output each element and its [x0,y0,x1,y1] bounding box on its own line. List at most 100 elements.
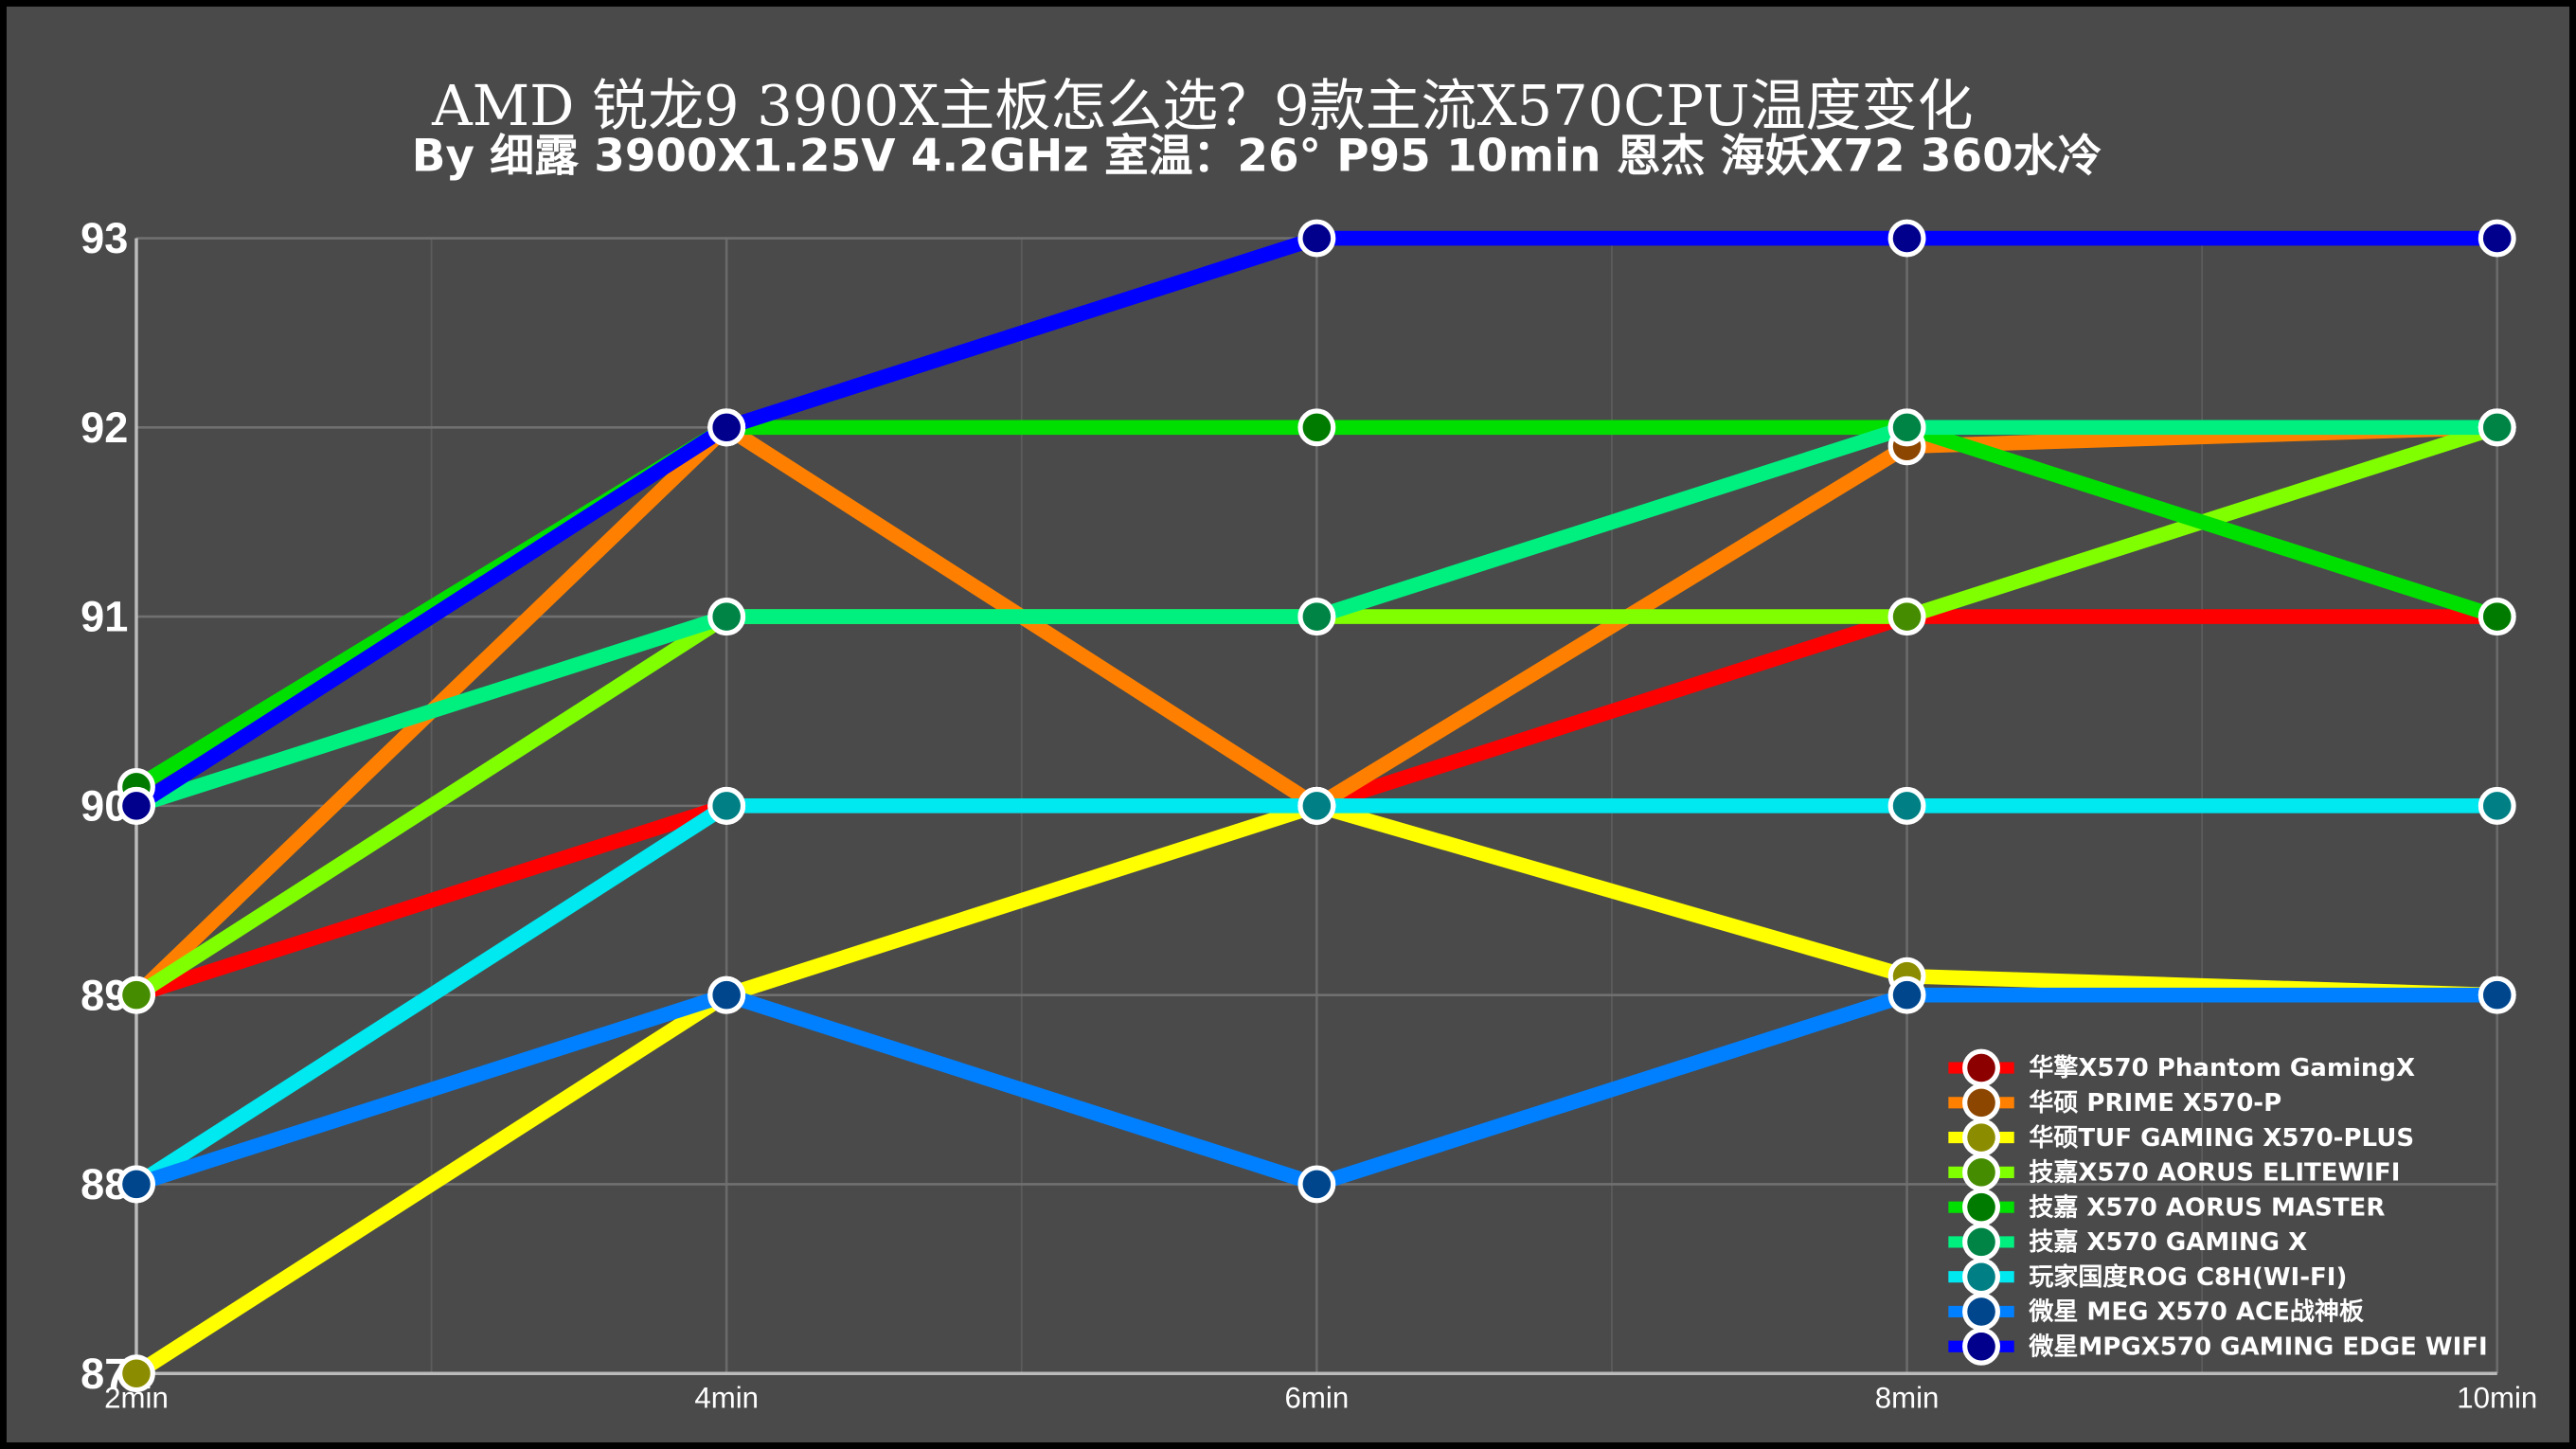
marker-shade [1302,224,1332,253]
data-point [1887,408,1926,447]
marker-shade [1967,1123,1995,1152]
marker-fill [2478,598,2516,636]
legend-label: 华硕TUF GAMING X570-PLUS [2029,1123,2414,1153]
marker-shade [122,792,151,820]
marker-shade [712,413,741,442]
marker-shade [122,980,151,1010]
x-tick-label: 6min [1285,1382,1350,1415]
marker-fill [1297,408,1336,447]
marker-shade [122,1170,151,1199]
legend-label: 技嘉 X570 GAMING X [2029,1228,2307,1257]
data-point [1297,1165,1336,1204]
marker-shade [2482,602,2512,631]
data-point [707,598,746,636]
marker-shade [1967,1088,1995,1118]
data-point [2478,786,2516,825]
marker-fill [1887,219,1926,258]
data-point [1297,598,1336,636]
marker-shade [1967,1053,1995,1082]
marker-fill [707,598,746,636]
marker-shade [2482,413,2512,442]
data-point [1887,975,1926,1014]
marker-fill [1297,786,1336,825]
legend-marker [1962,1223,2000,1261]
marker-fill [2478,408,2516,447]
marker-shade [1892,980,1922,1010]
x-tick-label: 4min [694,1382,759,1415]
legend-marker [1962,1048,2000,1087]
data-point [117,786,155,825]
legend-marker [1962,1083,2000,1122]
marker-fill [117,786,155,825]
legend-label: 微星MPGX570 GAMING EDGE WIFI [2028,1332,2487,1361]
chart-subtitle: By 细露 3900X1.25V 4.2GHz 室温：26° P95 10min… [412,131,2102,182]
data-point [117,1165,155,1204]
legend-marker [1962,1258,2000,1297]
marker-fill [1962,1327,2000,1366]
marker-shade [1302,792,1332,820]
legend-label: 微星 MEG X570 ACE战神板 [2028,1297,2365,1327]
marker-fill [1297,1165,1336,1204]
marker-shade [1892,413,1922,442]
marker-shade [1967,1192,1995,1222]
data-point [707,408,746,447]
marker-shade [712,602,741,631]
marker-fill [2478,975,2516,1014]
marker-shade [1967,1158,1995,1187]
marker-fill [2478,219,2516,258]
data-point [2478,408,2516,447]
data-point [1297,408,1336,447]
marker-shade [1967,1297,1995,1326]
marker-shade [712,980,741,1010]
marker-fill [1887,975,1926,1014]
marker-shade [2482,792,2512,820]
marker-shade [712,792,741,820]
marker-fill [1887,786,1926,825]
legend-label: 华硕 PRIME X570-P [2029,1088,2281,1118]
data-point [117,1354,155,1393]
chart-title: AMD 锐龙9 3900X主板怎么选？9款主流X570CPU温度变化 [431,73,1973,138]
marker-fill [1297,598,1336,636]
data-point [1887,219,1926,258]
marker-fill [707,975,746,1014]
marker-shade [1302,602,1332,631]
legend-label: 华擎X570 Phantom GamingX [2029,1053,2415,1082]
marker-shade [1892,602,1922,631]
marker-fill [1887,408,1926,447]
data-point [1887,598,1926,636]
legend-marker [1962,1118,2000,1157]
data-point [707,786,746,825]
marker-fill [117,1165,155,1204]
data-point [1887,786,1926,825]
x-tick-label: 8min [1875,1382,1940,1415]
marker-shade [1892,792,1922,820]
marker-fill [117,975,155,1014]
legend-marker [1962,1188,2000,1226]
marker-fill [2478,786,2516,825]
legend-label: 技嘉 X570 AORUS MASTER [2029,1193,2385,1222]
data-point [2478,598,2516,636]
legend-marker [1962,1153,2000,1191]
marker-fill [1297,219,1336,258]
x-tick-label: 10min [2457,1382,2537,1415]
data-point [2478,219,2516,258]
marker-shade [1892,224,1922,253]
marker-shade [1302,413,1332,442]
legend-marker [1962,1293,2000,1331]
y-tick-label: 92 [80,403,128,452]
data-point [2478,975,2516,1014]
marker-fill [707,408,746,447]
marker-fill [1887,598,1926,636]
marker-shade [1967,1262,1995,1291]
marker-shade [122,1359,151,1387]
marker-shade [1967,1333,1995,1361]
y-tick-label: 93 [80,214,128,262]
marker-shade [2482,224,2512,253]
marker-fill [117,1354,155,1393]
marker-shade [1302,1170,1332,1199]
marker-shade [2482,980,2512,1010]
legend-marker [1962,1327,2000,1366]
y-tick-label: 91 [80,593,128,641]
